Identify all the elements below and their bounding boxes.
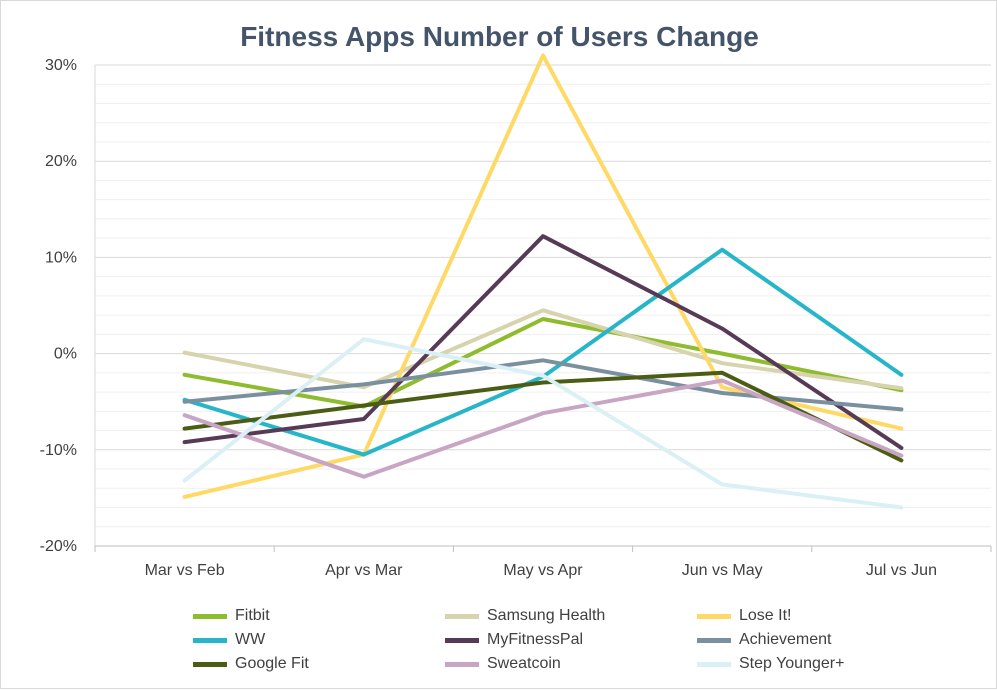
legend-swatch <box>697 637 731 643</box>
legend-swatch <box>445 661 479 667</box>
y-tick-label: -20% <box>40 538 77 555</box>
legend-item: MyFitnessPal <box>445 629 583 651</box>
legend-swatch <box>445 613 479 619</box>
legend-item: Fitbit <box>193 605 270 627</box>
chart-title: Fitness Apps Number of Users Change <box>240 21 759 52</box>
series-line-achievement <box>182 358 904 412</box>
series-line-myfitnesspal <box>182 234 904 450</box>
y-tick-label: 20% <box>45 153 77 170</box>
legend-item: Step Younger+ <box>697 653 844 675</box>
y-tick-label: -10% <box>40 442 77 459</box>
x-tick-label: Mar vs Feb <box>145 562 225 579</box>
x-tick-label: Jul vs Jun <box>866 562 937 579</box>
legend-swatch <box>697 613 731 619</box>
legend-item: Google Fit <box>193 653 309 675</box>
legend-label: Google Fit <box>235 655 309 672</box>
legend-label: Fitbit <box>235 607 270 624</box>
series-line-google-fit <box>182 370 904 463</box>
legend-swatch <box>193 613 227 619</box>
gridlines <box>95 64 991 547</box>
legend-item: WW <box>193 629 265 651</box>
legend-swatch <box>193 661 227 667</box>
legend-swatch <box>445 637 479 643</box>
x-tick-label: Jun vs May <box>682 562 763 579</box>
legend-label: MyFitnessPal <box>487 631 584 648</box>
legend-label: Sweatcoin <box>487 655 561 672</box>
x-tick-label: Apr vs Mar <box>325 562 403 579</box>
legend-label: Samsung Health <box>487 607 606 624</box>
legend-item: Lose It! <box>697 605 791 627</box>
legend-swatch <box>697 661 731 667</box>
legend-label: Achievement <box>739 631 832 648</box>
series-line-samsung-health <box>182 308 904 391</box>
series-line-ww <box>182 247 904 457</box>
series-line-step-younger <box>182 337 904 510</box>
y-tick-label: 10% <box>45 249 77 266</box>
legend-item: Sweatcoin <box>445 653 561 675</box>
y-tick-label: 30% <box>45 57 77 74</box>
legend-label: WW <box>235 631 266 648</box>
legend-label: Step Younger+ <box>739 655 845 672</box>
series-line-fitbit <box>182 317 904 409</box>
legend-item: Samsung Health <box>445 605 605 627</box>
series-line-sweatcoin <box>182 378 904 479</box>
legend-swatch <box>193 637 227 643</box>
legend-item: Achievement <box>697 629 832 651</box>
x-tick-label: May vs Apr <box>503 562 583 579</box>
legend-label: Lose It! <box>739 607 792 624</box>
y-tick-label: 0% <box>54 346 77 363</box>
